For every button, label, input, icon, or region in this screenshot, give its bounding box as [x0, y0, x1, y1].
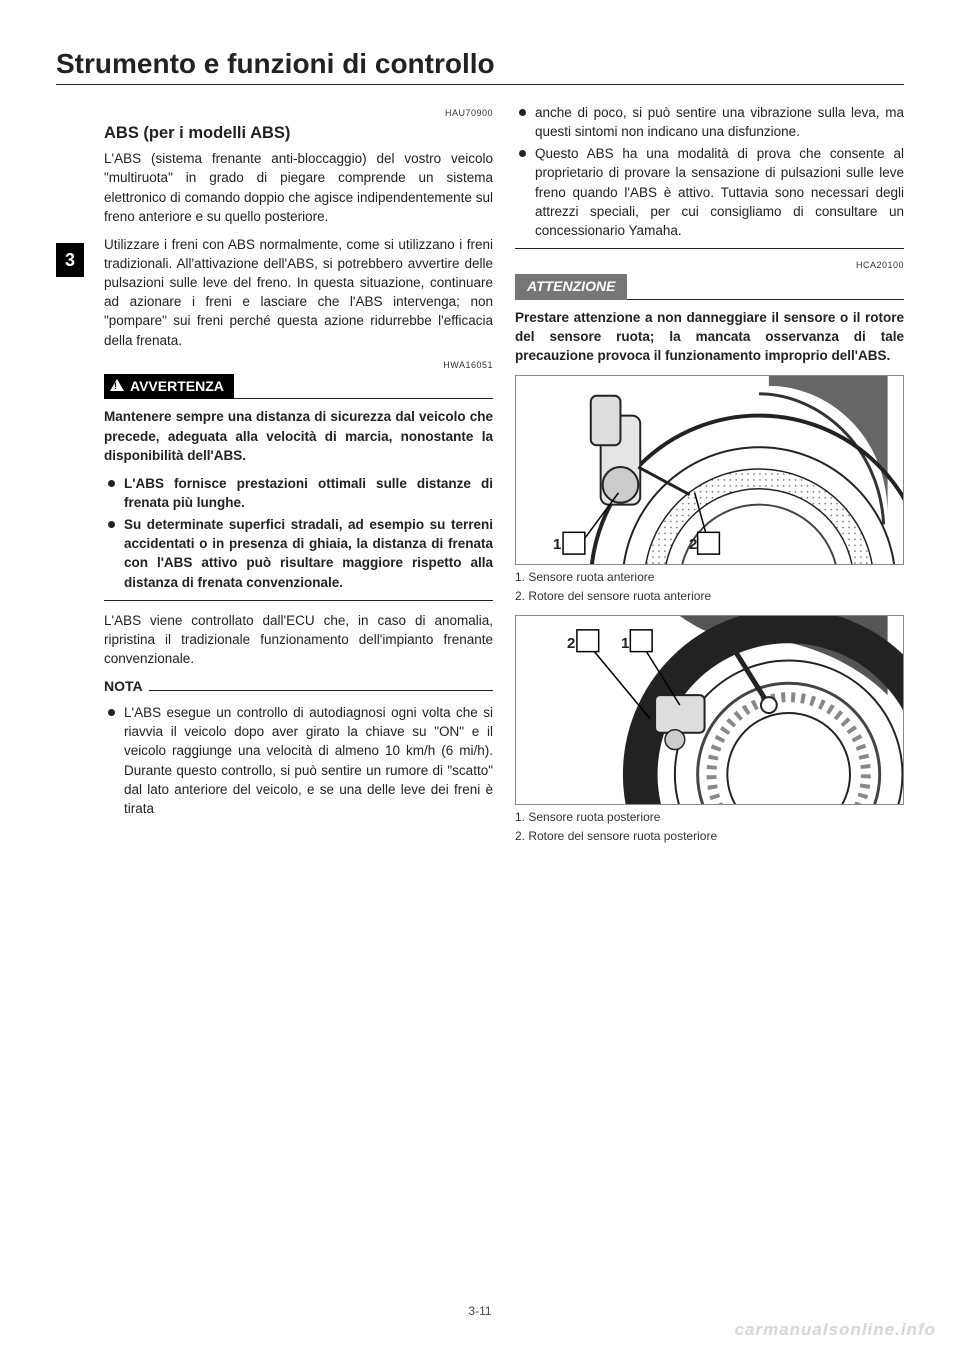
attention-label-box: ATTENZIONE [515, 274, 627, 300]
figure-caption: 2. Rotore del sensore ruota posteriore [515, 828, 904, 845]
figure-caption-list: 1. Sensore ruota anteriore 2. Rotore del… [515, 569, 904, 605]
columns: HAU70900 ABS (per i modelli ABS) L'ABS (… [104, 103, 904, 1292]
nota-continuation: anche di poco, si può sentire una vibraz… [519, 103, 904, 141]
ref-code: HWA16051 [104, 359, 493, 372]
section-rule [515, 248, 904, 249]
chapter-sidebar: 3 [56, 103, 84, 1292]
warning-label-box: AVVERTENZA [104, 374, 234, 400]
front-wheel-illustration [516, 376, 903, 564]
figure-callout-1: 2 [567, 633, 575, 654]
body-paragraph: L'ABS viene controllato dall'ECU che, in… [104, 611, 493, 668]
page-number: 3-11 [56, 1304, 904, 1318]
body-paragraph: Utilizzare i freni con ABS normalmente, … [104, 235, 493, 350]
nota-bullet-list: L'ABS esegue un controllo di autodiagnos… [104, 703, 493, 818]
ref-code: HAU70900 [104, 107, 493, 120]
nota-bullet-list-cont: anche di poco, si può sentire una vibraz… [515, 103, 904, 240]
section-heading: ABS (per i modelli ABS) [104, 122, 493, 145]
figure-callout-2: 1 [621, 633, 629, 654]
body-paragraph: L'ABS (sistema frenante anti-bloccaggio)… [104, 149, 493, 226]
nota-label: NOTA [104, 677, 149, 697]
column-right: anche di poco, si può sentire una vibraz… [515, 103, 904, 1292]
nota-bullet: L'ABS esegue un controllo di autodiagnos… [108, 703, 493, 818]
figure-front-wheel: 1 2 [515, 375, 904, 565]
chapter-number-tab: 3 [56, 243, 84, 277]
page: Strumento e funzioni di controllo 3 HAU7… [0, 0, 960, 1358]
section-rule [104, 600, 493, 601]
warning-triangle-icon [110, 379, 124, 391]
figure-rear-wheel: 2 1 [515, 615, 904, 805]
warning-bullet: L'ABS fornisce prestazioni ottimali sull… [108, 474, 493, 512]
nota-bullet: Questo ABS ha una modalità di prova che … [519, 144, 904, 240]
nota-rule [149, 690, 493, 691]
figure-caption: 1. Sensore ruota anteriore [515, 569, 904, 586]
page-title: Strumento e funzioni di controllo [56, 48, 904, 85]
nota-heading-row: NOTA [104, 677, 493, 697]
warning-heading-row: AVVERTENZA [104, 374, 493, 400]
attention-paragraph: Prestare attenzione a non danneggiare il… [515, 308, 904, 365]
figure-callout-2: 2 [689, 534, 697, 555]
warning-paragraph: Mantenere sempre una distanza di sicurez… [104, 407, 493, 464]
content: 3 HAU70900 ABS (per i modelli ABS) L'ABS… [56, 103, 904, 1292]
warning-label-text: AVVERTENZA [130, 377, 224, 397]
column-left: HAU70900 ABS (per i modelli ABS) L'ABS (… [104, 103, 493, 1292]
ref-code: HCA20100 [515, 259, 904, 272]
watermark: carmanualsonline.info [735, 1320, 936, 1340]
figure-caption: 1. Sensore ruota posteriore [515, 809, 904, 826]
figure-callout-1: 1 [553, 534, 561, 555]
figure-caption: 2. Rotore del sensore ruota anteriore [515, 588, 904, 605]
warning-bullet: Su determinate superfici stradali, ad es… [108, 515, 493, 592]
warning-bullet-list: L'ABS fornisce prestazioni ottimali sull… [104, 474, 493, 592]
warning-rule [234, 374, 493, 400]
figure-caption-list: 1. Sensore ruota posteriore 2. Rotore de… [515, 809, 904, 845]
attention-rule [627, 274, 904, 300]
attention-heading-row: ATTENZIONE [515, 274, 904, 300]
